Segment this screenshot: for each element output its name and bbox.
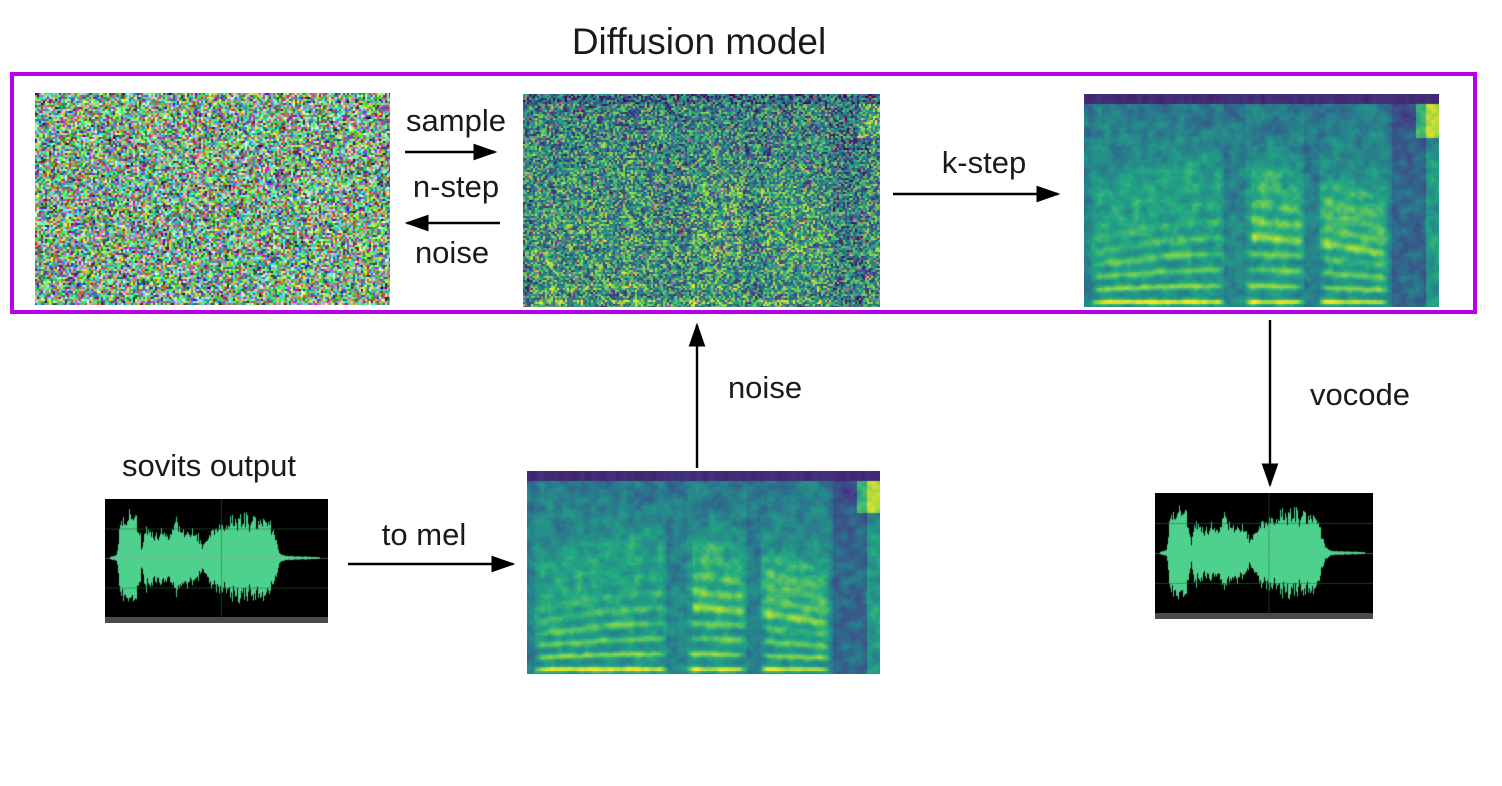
waveform-scrollbar [1155, 613, 1373, 619]
noise-up-label: noise [727, 370, 803, 405]
to-mel-label: to mel [381, 517, 467, 552]
noisy-mel-spectrogram [523, 94, 880, 307]
waveform-scrollbar [105, 617, 328, 623]
sample-label: sample [406, 103, 506, 138]
gaussian-noise-image [35, 93, 390, 305]
diffusion-model-box [10, 72, 1477, 314]
vocoded-waveform-image [1155, 493, 1373, 613]
k-step-label: k-step [941, 145, 1027, 180]
vocode-label: vocode [1310, 377, 1410, 412]
noise-return-label: noise [414, 235, 490, 270]
sovits-waveform-image [105, 499, 328, 617]
n-step-label: n-step [412, 169, 500, 204]
vocoded-waveform-panel [1155, 493, 1373, 619]
diagram-title: Diffusion model [571, 21, 827, 62]
sovits-output-label: sovits output [121, 448, 297, 483]
denoised-mel-spectrogram [1084, 94, 1439, 307]
sovits-waveform-panel [105, 499, 328, 623]
mel-spectrogram [527, 471, 880, 674]
